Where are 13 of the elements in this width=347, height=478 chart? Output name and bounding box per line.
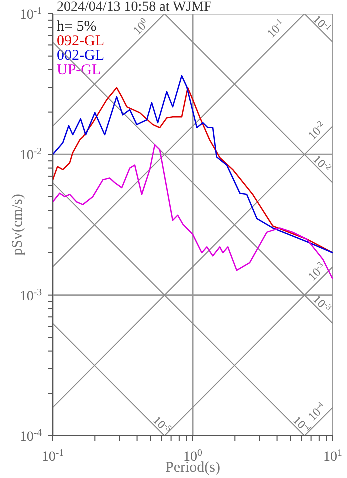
x-tick-label: 10$^{1}$ <box>324 448 343 465</box>
annotation: h= 5% <box>57 19 97 35</box>
y-tick-label: 10$^{-1}$ <box>20 6 42 23</box>
text: 002-GL <box>57 48 104 64</box>
y-axis-title: pSv(cm/s) <box>10 194 26 256</box>
y-tick-label: 10$^{-3}$ <box>20 286 42 304</box>
x-tick-label: 10$^{-1}$ <box>42 448 64 465</box>
x-axis-title: Period(s) <box>166 460 220 476</box>
text: UP-GL <box>57 62 102 78</box>
chart-title: 2024/04/13 10:58 at WJMF <box>57 0 212 15</box>
text: 092-GL <box>57 34 104 50</box>
y-tick-label: 10$^{-4}$ <box>20 428 42 445</box>
y-tick-label: 10$^{-2}$ <box>20 146 42 164</box>
